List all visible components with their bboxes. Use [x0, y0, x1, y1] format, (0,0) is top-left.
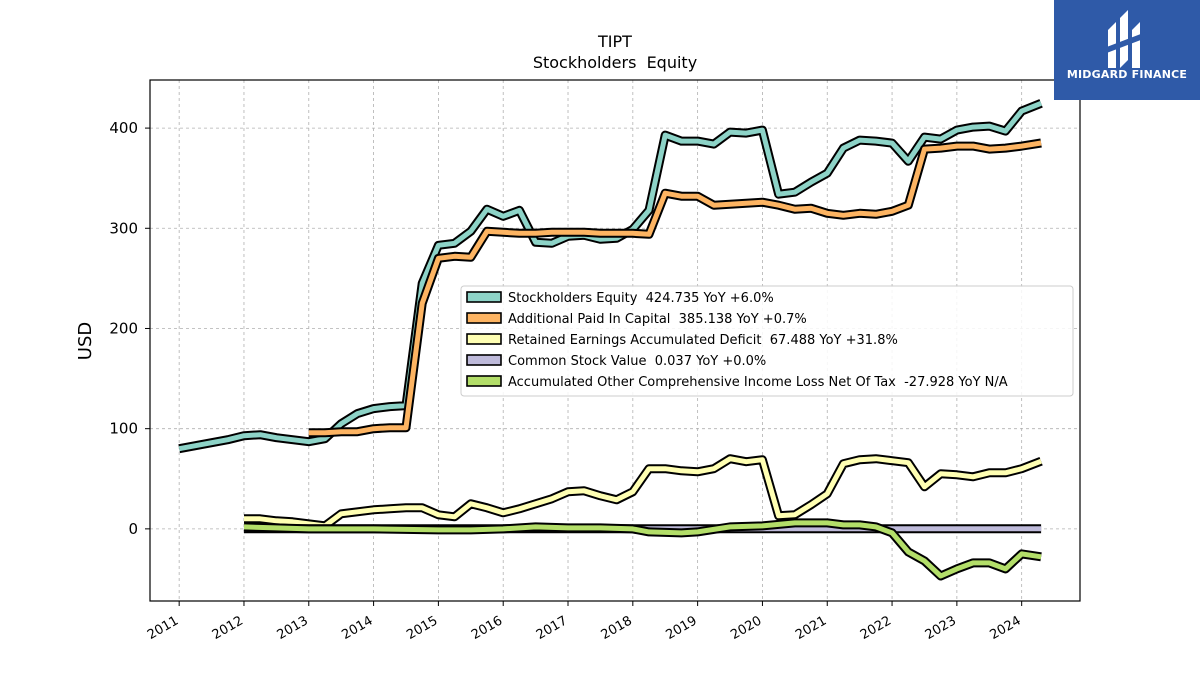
x-tick-label: 2013 — [275, 613, 311, 643]
legend-label: Retained Earnings Accumulated Deficit 67… — [508, 333, 898, 348]
x-tick-label: 2012 — [210, 613, 246, 643]
series-layer — [178, 99, 1043, 581]
chart-title: TIPT — [597, 32, 632, 51]
plot-frame — [149, 79, 1081, 602]
x-tick-label: 2021 — [793, 613, 829, 643]
series-line — [244, 456, 1043, 529]
brand-logo: MIDGARD FINANCE — [1054, 0, 1200, 100]
x-tick-label: 2018 — [599, 613, 635, 643]
y-tick-label: 200 — [109, 319, 138, 337]
y-axis-label: USD — [75, 322, 96, 360]
x-tick-label: 2022 — [858, 613, 894, 643]
series-line — [308, 140, 1042, 436]
y-tick-label: 100 — [109, 420, 138, 438]
legend-swatch — [466, 333, 502, 345]
x-tick-label: 2023 — [923, 613, 959, 643]
legend-swatch — [466, 312, 502, 324]
series-4 — [243, 518, 1042, 581]
legend-swatch — [466, 291, 502, 303]
x-tick-label: 2017 — [534, 613, 570, 643]
series-0 — [178, 99, 1043, 454]
legend-box — [460, 285, 1074, 397]
legend: Stockholders Equity 424.735 YoY +6.0% Add… — [460, 285, 1074, 397]
series-line-outline — [244, 454, 1043, 531]
series-line — [178, 100, 1043, 452]
legend-swatch — [466, 375, 502, 387]
chart-subtitle: Stockholders Equity — [533, 53, 697, 72]
series-line — [243, 520, 1042, 579]
midgard-logo-icon — [1104, 10, 1146, 68]
legend-item: Stockholders Equity 424.735 YoY +6.0% — [466, 291, 774, 306]
legend-item: Accumulated Other Comprehensive Income L… — [466, 375, 1008, 390]
x-tick-label: 2015 — [404, 613, 440, 643]
brand-name: MIDGARD FINANCE — [1066, 68, 1188, 81]
x-tick-label: 2024 — [988, 613, 1024, 643]
x-tick-label: 2014 — [339, 613, 375, 643]
y-tick-label: 300 — [109, 219, 138, 237]
x-tick-label: 2016 — [469, 613, 505, 643]
y-tick-label: 400 — [109, 119, 138, 137]
legend-label: Common Stock Value 0.037 YoY +0.0% — [508, 354, 766, 369]
legend-label: Stockholders Equity 424.735 YoY +6.0% — [508, 291, 774, 306]
y-tick-label: 0 — [128, 520, 138, 538]
x-tick-label: 2020 — [728, 613, 764, 643]
legend-item: Additional Paid In Capital 385.138 YoY +… — [466, 312, 807, 327]
series-1 — [308, 138, 1042, 438]
legend-label: Accumulated Other Comprehensive Income L… — [508, 375, 1008, 390]
legend-swatch — [466, 354, 502, 366]
series-2 — [244, 454, 1043, 531]
x-tick-label: 2011 — [145, 613, 181, 643]
x-tick-label: 2019 — [663, 613, 699, 643]
legend-item: Common Stock Value 0.037 YoY +0.0% — [466, 354, 766, 369]
legend-label: Additional Paid In Capital 385.138 YoY +… — [508, 312, 807, 327]
legend-item: Retained Earnings Accumulated Deficit 67… — [466, 333, 898, 348]
